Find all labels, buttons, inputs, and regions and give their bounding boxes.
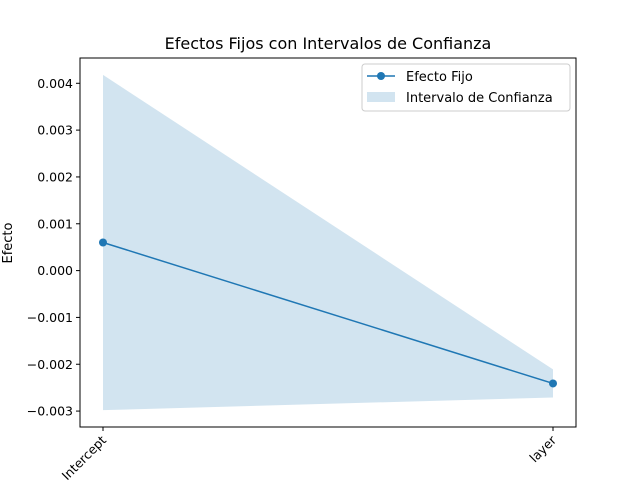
- series-layer: [99, 238, 557, 388]
- y-tick-label: 0.003: [37, 123, 73, 138]
- y-tick-label: 0.000: [37, 263, 73, 278]
- series-line-efecto-fijo: [102, 241, 554, 385]
- chart-title: Efectos Fijos con Intervalos de Confianz…: [165, 34, 492, 53]
- y-axis: −0.003 −0.002 −0.001 0.000 0.001 0.002 0.003 0.…: [27, 76, 80, 419]
- y-axis-label: Efecto: [1, 222, 16, 263]
- y-tick-label: 0.002: [37, 169, 73, 184]
- legend-marker-swatch: [377, 72, 385, 80]
- legend-label-efecto-fijo: Efecto Fijo: [406, 70, 473, 85]
- data-point-0: [99, 238, 107, 247]
- data-point-1: [549, 379, 557, 388]
- legend-box: [361, 63, 571, 112]
- y-tick-label: −0.002: [27, 357, 73, 372]
- y-tick-label: −0.001: [27, 310, 73, 325]
- legend: Efecto Fijo Intervalo de Confianza: [361, 63, 571, 112]
- legend-band-swatch: [367, 92, 395, 102]
- confidence-band: [103, 74, 553, 411]
- band-layer: [103, 74, 553, 411]
- legend-label-intervalo: Intervalo de Confianza: [406, 91, 553, 106]
- y-tick-label: 0.001: [37, 216, 73, 231]
- plot-frame: [79, 57, 577, 428]
- y-tick-label: −0.003: [27, 404, 73, 419]
- y-tick-label: 0.004: [37, 76, 73, 91]
